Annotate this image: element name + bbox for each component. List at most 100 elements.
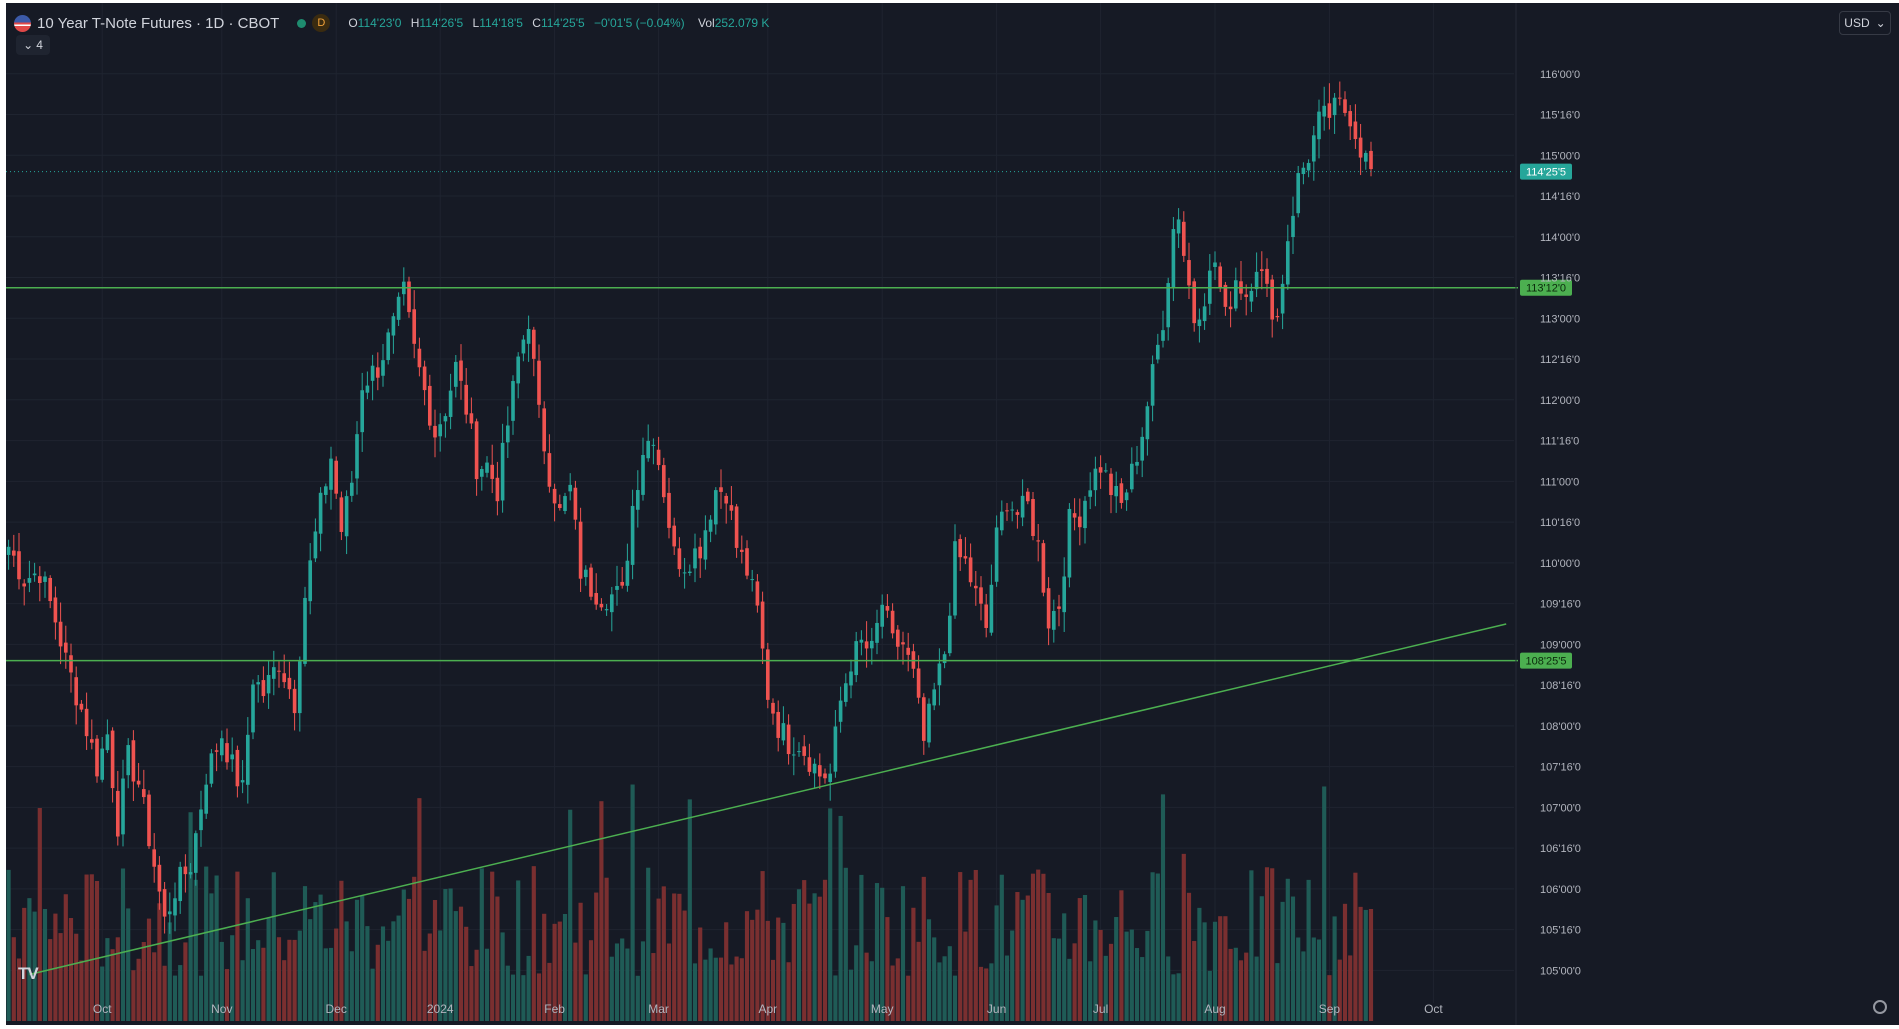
candle-body	[1233, 280, 1238, 309]
candle-body	[1301, 167, 1306, 175]
volume-bar	[926, 919, 932, 1021]
volume-key: Vol	[698, 16, 715, 30]
volume-bar	[604, 877, 609, 1021]
candle-body	[157, 864, 162, 892]
volume-bar	[1280, 901, 1285, 1021]
volume-bar	[864, 952, 869, 1021]
candle-body	[110, 730, 115, 789]
candle-body	[17, 551, 21, 580]
symbol-title[interactable]: 10 Year T-Note Futures · 1D · CBOT	[37, 14, 280, 32]
price-tick-label: 107'16'0	[1540, 762, 1581, 774]
candle-body	[1036, 540, 1041, 542]
candle-body	[152, 849, 157, 867]
gear-icon[interactable]	[1873, 1000, 1887, 1014]
candle-body	[1062, 576, 1067, 613]
candle-body	[557, 504, 562, 509]
candle-body	[802, 746, 807, 756]
volume-bar	[344, 921, 349, 1021]
volume-bar	[1046, 893, 1051, 1021]
candle-body	[563, 496, 567, 512]
volume-bar	[110, 949, 115, 1021]
candle-body	[859, 639, 864, 643]
volume-bar	[1238, 960, 1244, 1021]
price-chart[interactable]: 113'12'0 108'25'5 114'25'5 105'00'0 105'16'…	[6, 3, 1899, 1025]
volume-bar	[1140, 957, 1145, 1021]
volume-bar	[744, 911, 750, 1021]
volume-bar	[152, 952, 157, 1021]
volume-bar	[1348, 955, 1353, 1021]
volume-bar	[1306, 879, 1311, 1021]
volume-bar	[713, 957, 718, 1021]
candle-body	[474, 421, 479, 480]
volume-bar	[952, 975, 958, 1021]
candle-body	[682, 572, 687, 574]
chart-pane[interactable]: 113'12'0 108'25'5 114'25'5 105'00'0 105'16'…	[6, 3, 1899, 1025]
volume-bar	[469, 966, 474, 1021]
candle-body	[365, 385, 370, 393]
candle-body	[74, 677, 79, 706]
candle-body	[703, 530, 708, 560]
interval-badge: D	[312, 14, 331, 32]
chevron-down-icon: ⌄	[23, 38, 34, 52]
volume-bar	[1332, 916, 1337, 1021]
volume-bar	[843, 867, 848, 1021]
tradingview-logo[interactable]: TV	[18, 964, 39, 983]
candle-body	[266, 674, 271, 694]
volume-bar	[729, 964, 734, 1021]
price-tick-label: 108'00'0	[1540, 721, 1581, 733]
candle-body	[370, 365, 375, 381]
candle-body	[817, 765, 822, 777]
volume-bar	[594, 892, 599, 1021]
candle-body	[417, 348, 422, 368]
candle-body	[901, 642, 905, 645]
volume-bar	[1082, 894, 1088, 1021]
candle-body	[1161, 330, 1165, 341]
indicators-toggle-button[interactable]: ⌄ 4	[16, 35, 50, 55]
candle-body	[812, 763, 817, 774]
price-tick-label: 113'00'0	[1540, 313, 1580, 325]
candle-body	[412, 309, 417, 344]
level-price-label: 108'25'5	[1526, 656, 1567, 668]
candle-body	[1057, 606, 1061, 609]
volume-bar	[427, 933, 432, 1021]
candle-body	[1088, 490, 1093, 497]
candle-body	[713, 490, 718, 525]
candle-body	[635, 490, 640, 510]
currency-select[interactable]: USD ⌄	[1839, 11, 1891, 35]
price-tick-label: 107'00'0	[1540, 802, 1581, 814]
volume-bar	[651, 953, 656, 1021]
volume-bar	[131, 970, 136, 1021]
candle-body	[162, 889, 167, 917]
candle-body	[261, 680, 266, 697]
time-tick-label: Sep	[1319, 1002, 1341, 1016]
volume-bar	[750, 919, 755, 1021]
level-price-tag	[1520, 279, 1572, 296]
open-value: 114'23'0	[357, 16, 402, 30]
volume-bar	[672, 893, 677, 1021]
volume-bar	[890, 965, 895, 1021]
volume-bar	[282, 960, 287, 1021]
volume-bar	[1202, 922, 1207, 1021]
candle-body	[1280, 283, 1285, 314]
volume-bar	[276, 937, 282, 1021]
candle-body	[828, 773, 833, 783]
candle-body	[282, 673, 287, 683]
candle-body	[947, 615, 952, 654]
volume-bar	[1363, 909, 1368, 1021]
volume-bar	[1155, 873, 1160, 1021]
volume-bar	[1296, 937, 1301, 1021]
volume-bar	[900, 886, 906, 1021]
candle-body	[173, 898, 177, 916]
candle-body	[838, 700, 843, 722]
candle-body	[438, 424, 443, 437]
candle-body	[1077, 516, 1082, 528]
volume-bar	[27, 898, 32, 1021]
candle-body	[797, 751, 801, 753]
candle-body	[344, 496, 349, 537]
price-tick-label: 115'00'0	[1540, 150, 1580, 162]
candle-body	[1337, 97, 1342, 99]
volume-bar	[323, 948, 328, 1021]
candle-body	[297, 661, 302, 714]
volume-bar	[760, 871, 765, 1021]
volume-bar	[755, 909, 760, 1021]
